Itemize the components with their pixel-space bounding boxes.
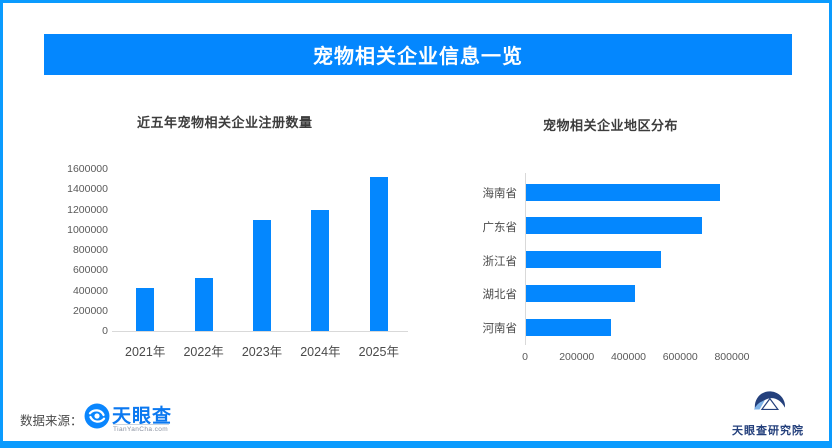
research-institute-logo: 天眼查研究院 bbox=[713, 386, 823, 438]
y-axis-tick-label: 1000000 bbox=[67, 223, 108, 236]
bar bbox=[526, 183, 721, 201]
x-axis-tick-label: 800000 bbox=[714, 351, 750, 363]
tianyancha-logo: 天眼查 TianYanCha.com bbox=[84, 401, 194, 437]
y-axis-tick-label: 800000 bbox=[72, 244, 108, 256]
y-axis-tick-label: 0 bbox=[102, 325, 108, 337]
y-axis-category-label: 浙江省 bbox=[482, 255, 518, 268]
tianyancha-eye-icon bbox=[84, 403, 110, 434]
y-axis-tick-label: 1400000 bbox=[67, 183, 108, 196]
tianyancha-domain-text: TianYanCha.com bbox=[113, 424, 169, 433]
page-title: 宠物相关企业信息一览 bbox=[313, 46, 523, 68]
y-axis-category-label: 广东省 bbox=[482, 221, 518, 234]
x-axis-category-label: 2022年 bbox=[183, 345, 224, 359]
y-axis-category-label: 海南省 bbox=[482, 188, 518, 200]
x-axis-tick-label: 600000 bbox=[662, 351, 698, 363]
bar bbox=[253, 219, 271, 331]
x-axis-category-label: 2025年 bbox=[358, 345, 399, 359]
x-axis-category-label: 2023年 bbox=[241, 345, 283, 359]
header-banner: 宠物相关企业信息一览 bbox=[44, 34, 792, 75]
regions-chart: 宠物相关企业地区分布 海南省广东省浙江省湖北省河南省 0 200000 400000 6… bbox=[450, 105, 810, 375]
tianyancha-wordmark: 天眼查 bbox=[112, 406, 173, 427]
y-axis-category-label: 湖北省 bbox=[482, 289, 518, 302]
research-institute-label: 天眼查研究院 bbox=[732, 425, 804, 437]
bar bbox=[311, 209, 330, 331]
x-axis-category-label: 2024年 bbox=[300, 345, 341, 359]
y-axis-tick-label: 200000 bbox=[72, 304, 108, 317]
bar bbox=[526, 284, 635, 302]
bar bbox=[526, 217, 702, 235]
x-axis-line bbox=[112, 331, 408, 332]
y-axis-tick-label: 400000 bbox=[72, 284, 108, 297]
bar bbox=[136, 288, 155, 331]
y-axis-tick-label: 600000 bbox=[72, 264, 108, 277]
bar bbox=[526, 251, 661, 268]
x-axis-tick-label: 200000 bbox=[559, 351, 595, 363]
research-institute-icon bbox=[747, 391, 789, 420]
x-axis-category-label: 2021年 bbox=[125, 345, 166, 359]
registrations-chart: 近五年宠物相关企业注册数量 0 200000 400000 600000 800000 1… bbox=[44, 105, 434, 375]
bar bbox=[369, 177, 388, 331]
x-axis-tick-label: 400000 bbox=[610, 351, 647, 363]
bar bbox=[194, 278, 213, 331]
y-axis-category-label: 河南省 bbox=[482, 323, 518, 335]
y-axis-line bbox=[525, 173, 526, 345]
data-source-label: 数据来源： bbox=[20, 414, 83, 428]
x-axis-tick-label: 0 bbox=[522, 351, 528, 363]
regions-chart-title: 宠物相关企业地区分布 bbox=[543, 118, 679, 133]
registrations-chart-title: 近五年宠物相关企业注册数量 bbox=[137, 115, 313, 130]
bar bbox=[526, 318, 612, 336]
y-axis-tick-label: 1600000 bbox=[67, 163, 108, 175]
y-axis-tick-label: 1200000 bbox=[67, 203, 108, 216]
